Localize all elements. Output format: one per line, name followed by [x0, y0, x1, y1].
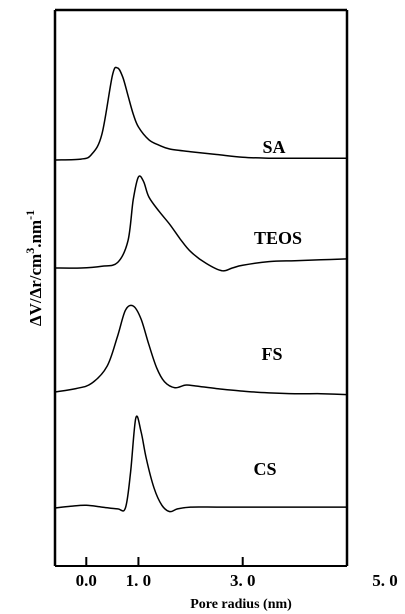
series-line-fs — [54, 304, 348, 396]
x-tick-label: 1. 0 — [126, 571, 152, 590]
x-axis-ticks: 0.0 1. 0 3. 0 5. 0 — [76, 557, 398, 590]
series-label-fs: FS — [261, 344, 282, 364]
series-line-teos — [54, 175, 348, 272]
series-labels: SA TEOS FS CS — [253, 137, 302, 479]
y-axis-title: ΔV/Δr/cm3.nm-1 — [23, 210, 45, 326]
series-label-cs: CS — [253, 459, 276, 479]
x-tick-label: 3. 0 — [230, 571, 256, 590]
plot-frame — [53, 8, 349, 567]
x-tick-label: 5. 0 — [372, 571, 398, 590]
series-line-cs — [54, 415, 347, 513]
x-tick-label: 0.0 — [76, 571, 97, 590]
series-label-teos: TEOS — [254, 228, 302, 248]
series-curves — [54, 66, 348, 513]
series-label-sa: SA — [262, 137, 285, 157]
series-line-sa — [54, 66, 347, 161]
x-axis-title: Pore radius (nm) — [190, 597, 292, 612]
